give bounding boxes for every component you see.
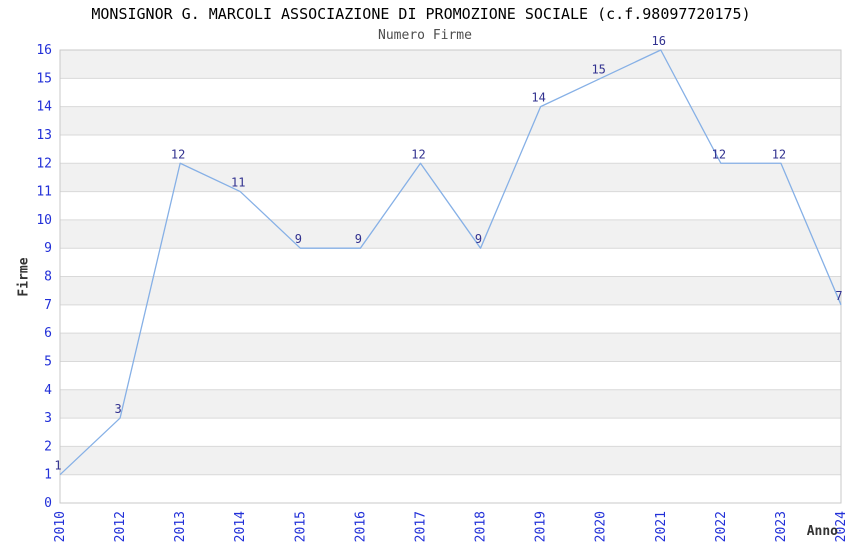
y-tick-label: 9 — [44, 241, 52, 256]
x-tick-label: 2014 — [233, 511, 248, 542]
x-tick-label: 2012 — [113, 511, 128, 542]
y-tick-label: 16 — [36, 43, 52, 58]
x-tick-label: 2023 — [774, 511, 789, 542]
point-value-label: 12 — [712, 147, 726, 161]
grid-band — [60, 333, 841, 362]
y-tick-label: 7 — [44, 298, 52, 313]
grid-band — [60, 50, 841, 79]
x-tick-label: 2010 — [53, 511, 68, 542]
point-value-label: 12 — [772, 147, 786, 161]
x-tick-label: 2022 — [714, 511, 729, 542]
point-value-label: 3 — [114, 402, 121, 416]
grid-band — [60, 219, 841, 249]
plot-border — [59, 49, 842, 504]
y-tick-label: 2 — [44, 439, 52, 454]
grid-band — [60, 106, 841, 135]
point-value-label: 9 — [355, 232, 362, 246]
y-tick-label: 15 — [36, 71, 52, 86]
x-tick-label: 2016 — [353, 511, 368, 542]
point-value-label: 9 — [475, 232, 482, 246]
point-value-label: 12 — [171, 147, 185, 161]
chart-subtitle: Numero Firme — [378, 28, 472, 43]
y-tick-label: 10 — [36, 213, 52, 228]
y-tick-label: 5 — [44, 354, 52, 369]
x-axis-label: Anno — [806, 524, 838, 539]
y-tick-label: 14 — [36, 100, 52, 115]
x-tick-label: 2019 — [534, 511, 549, 542]
point-value-label: 16 — [652, 34, 666, 48]
x-tick-label: 2013 — [173, 511, 188, 542]
grid-band — [60, 276, 841, 305]
y-tick-label: 13 — [36, 128, 52, 143]
x-tick-label: 2021 — [654, 511, 669, 542]
y-tick-label: 8 — [44, 270, 52, 285]
chart-title: MONSIGNOR G. MARCOLI ASSOCIAZIONE DI PRO… — [91, 5, 751, 23]
y-tick-label: 1 — [44, 468, 52, 483]
x-tick-label: 2017 — [413, 511, 428, 542]
y-tick-label: 6 — [44, 326, 52, 341]
point-value-label: 11 — [231, 176, 245, 190]
x-tick-label: 2024 — [834, 511, 849, 542]
point-value-label: 9 — [295, 232, 302, 246]
x-tick-label: 2020 — [594, 511, 609, 542]
point-value-label: 14 — [531, 91, 545, 105]
point-value-label: 12 — [411, 147, 425, 161]
y-tick-label: 12 — [36, 156, 52, 171]
x-tick-label: 2018 — [474, 511, 489, 542]
point-value-label: 7 — [835, 289, 842, 303]
y-tick-label: 3 — [44, 411, 52, 426]
y-tick-label: 0 — [44, 496, 52, 511]
point-value-label: 1 — [54, 459, 61, 473]
grid-band — [60, 446, 841, 475]
y-tick-label: 4 — [44, 383, 52, 398]
grid-band — [60, 389, 841, 419]
series-line — [59, 49, 842, 476]
x-tick-label: 2015 — [293, 511, 308, 542]
point-value-label: 15 — [591, 62, 605, 76]
y-tick-label: 11 — [36, 185, 52, 200]
